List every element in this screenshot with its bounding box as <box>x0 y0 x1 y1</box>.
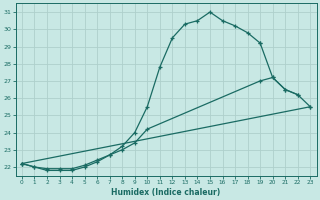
X-axis label: Humidex (Indice chaleur): Humidex (Indice chaleur) <box>111 188 221 197</box>
